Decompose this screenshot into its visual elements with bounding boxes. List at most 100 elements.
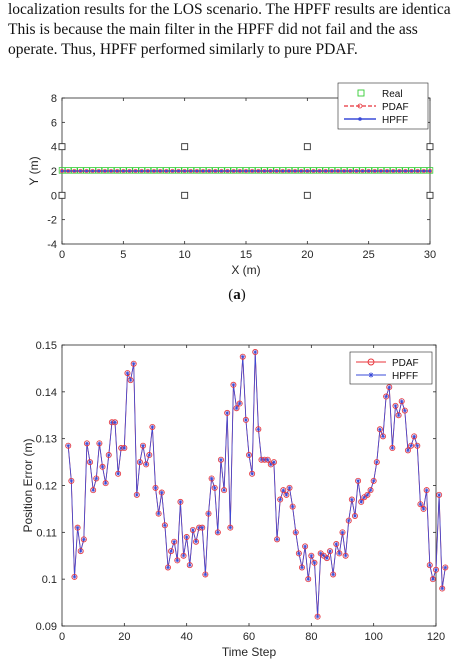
chart-a-pdaf-point bbox=[384, 168, 390, 174]
chart-b-hpff-point bbox=[162, 523, 167, 528]
chart-b-pdaf-point bbox=[289, 503, 296, 510]
chart-b-pdaf-point bbox=[224, 409, 231, 416]
chart-a-hpff-point bbox=[250, 169, 254, 173]
chart-b-pdaf-point bbox=[177, 498, 184, 505]
chart-a-ytick-label: 2 bbox=[51, 166, 57, 178]
chart-b-pdaf-point bbox=[277, 496, 284, 503]
chart-a-pdaf-point bbox=[311, 168, 316, 174]
chart-b-pdaf-point bbox=[264, 456, 271, 463]
chart-a-legend-label: HPFF bbox=[382, 115, 408, 126]
chart-b-pdaf-point bbox=[408, 442, 415, 449]
chart-b-ytick-label: 0.1 bbox=[42, 574, 57, 586]
chart-b-hpff-point bbox=[250, 471, 255, 476]
paragraph-line-2: This is because the main filter in the H… bbox=[8, 21, 418, 38]
chart-a-xtick-label: 5 bbox=[120, 249, 126, 261]
chart-b-hpff-point bbox=[296, 551, 301, 556]
chart-a-pdaf-point bbox=[421, 168, 427, 174]
chart-a-hpff-point bbox=[189, 169, 193, 173]
chart-b-pdaf-point bbox=[214, 529, 221, 536]
chart-b-hpff-point bbox=[396, 413, 401, 418]
chart-a-pdaf-point bbox=[170, 168, 175, 174]
chart-b-hpff-point bbox=[352, 513, 357, 518]
chart-a-hpff-point bbox=[367, 169, 370, 173]
chart-a-hpff-point bbox=[256, 169, 260, 173]
chart-b-pdaf-point bbox=[420, 505, 427, 512]
chart-b-pdaf-point bbox=[383, 393, 390, 400]
chart-b-pdaf-point bbox=[417, 501, 424, 508]
chart-a-pdaf-point bbox=[348, 168, 353, 174]
chart-b-pdaf-point bbox=[221, 487, 228, 494]
chart-b: 0 20 40 60 80 100 120 0.09 0.1 0.11 0.12 0.13 0.14 0.… bbox=[21, 340, 449, 659]
chart-b-hpff-point bbox=[144, 462, 149, 467]
chart-b-pdaf-point bbox=[227, 524, 234, 531]
chart-b-hpff-point bbox=[225, 410, 230, 415]
chart-b-pdaf-point bbox=[426, 562, 433, 569]
chart-b-hpff-point bbox=[194, 539, 199, 544]
chart-a-ytick-label: 0 bbox=[51, 190, 57, 202]
chart-b-hpff-point bbox=[362, 495, 367, 500]
chart-b-hpff-point bbox=[443, 565, 448, 570]
chart-a-hpff-point bbox=[220, 169, 223, 173]
chart-b-hpff-point bbox=[324, 556, 329, 561]
chart-b-hpff-point bbox=[384, 394, 389, 399]
chart-a-pdaf-point bbox=[65, 168, 71, 174]
chart-a-ytick-label: 6 bbox=[51, 117, 57, 129]
chart-b-hpff-point bbox=[256, 427, 261, 432]
chart-a-xlabel: X (m) bbox=[231, 263, 260, 277]
chart-b-pdaf-point bbox=[115, 470, 122, 477]
chart-a-hpff-point bbox=[134, 169, 137, 173]
chart-b-pdaf-point bbox=[305, 576, 312, 583]
chart-a-hpff-point bbox=[97, 169, 101, 173]
chart-b-hpff-point bbox=[321, 553, 326, 558]
chart-b-pdaf-point bbox=[398, 398, 405, 405]
chart-b-hpff-point bbox=[66, 443, 71, 448]
chart-b-pdaf-point bbox=[411, 433, 418, 440]
chart-b-ytick-label: 0.13 bbox=[36, 434, 57, 446]
chart-a-hpff-point bbox=[140, 169, 144, 173]
chart-b-pdaf-point bbox=[245, 452, 252, 459]
chart-a-hpff-point bbox=[416, 169, 420, 173]
chart-b-hpff-point bbox=[275, 537, 280, 542]
chart-a-hpff-point bbox=[385, 169, 389, 173]
chart-a-pdaf-point bbox=[176, 168, 181, 174]
chart-b-hpff-point bbox=[97, 441, 102, 446]
chart-b-xtick-label: 40 bbox=[181, 631, 193, 643]
chart-b-pdaf-point bbox=[364, 491, 371, 498]
chart-b-pdaf-point bbox=[205, 510, 212, 517]
chart-b-pdaf-point bbox=[327, 548, 334, 555]
chart-a-hpff-point bbox=[164, 169, 168, 173]
chart-a-hpff-point bbox=[109, 169, 113, 173]
chart-b-hpff-point bbox=[281, 488, 286, 493]
chart-b-hpff-point bbox=[434, 567, 438, 572]
chart-b-hpff-point bbox=[365, 492, 370, 497]
chart-b-hpff-point bbox=[287, 485, 292, 490]
chart-b-pdaf-point bbox=[87, 459, 94, 466]
chart-b-hpff-point bbox=[356, 478, 361, 483]
chart-b-hpff-point bbox=[215, 530, 220, 535]
chart-b-pdaf-point bbox=[429, 576, 436, 583]
chart-b-legend-pdaf-marker bbox=[367, 358, 375, 366]
chart-b-pdaf-point bbox=[65, 442, 72, 449]
chart-b-hpff-point bbox=[103, 481, 108, 486]
chart-b-pdaf-point bbox=[286, 484, 293, 491]
chart-b-hpff-point bbox=[187, 563, 192, 568]
chart-b-pdaf-point bbox=[389, 445, 396, 452]
chart-b-hpff-point bbox=[293, 530, 298, 535]
chart-a-pdaf-point bbox=[78, 168, 83, 174]
chart-a-hpff-point bbox=[244, 169, 248, 173]
chart-b-pdaf-point bbox=[199, 524, 206, 531]
chart-b-pdaf-point bbox=[252, 349, 259, 356]
chart-b-pdaf-point bbox=[308, 552, 315, 559]
chart-b-hpff-point bbox=[240, 354, 245, 359]
chart-a-hpff-point bbox=[287, 169, 291, 173]
chart-a-pdaf-point bbox=[207, 168, 212, 174]
chart-b-hpff-point bbox=[153, 485, 158, 490]
chart-b-pdaf-point bbox=[342, 552, 349, 559]
chart-a-legend-real-swatch bbox=[357, 89, 365, 97]
chart-b-hpff-point bbox=[247, 453, 251, 458]
chart-a-pdaf-point bbox=[286, 168, 292, 174]
chart-a-pdaf-point bbox=[145, 168, 151, 174]
chart-b-hpff-point bbox=[197, 525, 202, 530]
chart-b-hpff-point bbox=[253, 350, 258, 355]
chart-a-sensor-marker bbox=[181, 143, 189, 151]
